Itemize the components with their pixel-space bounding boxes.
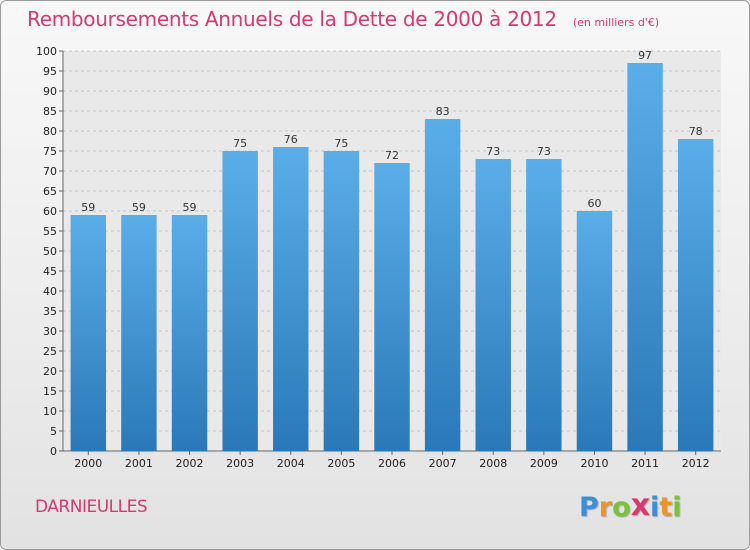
chart-title: Remboursements Annuels de la Dette de 20… — [27, 7, 659, 31]
value-label-2009: 73 — [537, 145, 551, 158]
x-tick-label-2004: 2004 — [277, 457, 305, 470]
chart-subtitle: (en milliers d'€) — [572, 16, 660, 29]
logo-letter: o — [612, 492, 631, 523]
value-label-2008: 73 — [486, 145, 500, 158]
value-label-2011: 97 — [638, 49, 652, 62]
y-tick-label: 55 — [43, 225, 57, 238]
logo-letter: r — [598, 492, 613, 523]
logo-letter: P — [579, 492, 599, 523]
logo-letter: x — [630, 488, 651, 523]
value-label-2001: 59 — [132, 201, 146, 214]
value-label-2000: 59 — [81, 201, 95, 214]
y-tick-label: 0 — [50, 445, 57, 458]
logo-letter: t — [659, 492, 673, 523]
x-tick-label-2001: 2001 — [125, 457, 153, 470]
x-tick-label-2006: 2006 — [378, 457, 406, 470]
y-tick-label: 30 — [43, 325, 57, 338]
value-label-2012: 78 — [689, 125, 703, 138]
y-tick-label: 100 — [36, 45, 57, 58]
x-tick-label-2002: 2002 — [176, 457, 204, 470]
x-tick-label-2012: 2012 — [682, 457, 710, 470]
x-tick-label-2010: 2010 — [580, 457, 608, 470]
x-tick-label-2009: 2009 — [530, 457, 558, 470]
logo-letter: i — [672, 492, 682, 523]
y-tick-label: 50 — [43, 245, 57, 258]
y-tick-label: 90 — [43, 85, 57, 98]
bar-2005 — [323, 151, 360, 451]
logo-letter: i — [650, 492, 660, 523]
x-tick-label-2005: 2005 — [327, 457, 355, 470]
x-tick-label-2011: 2011 — [631, 457, 659, 470]
y-tick-label: 85 — [43, 105, 57, 118]
y-tick-label: 25 — [43, 345, 57, 358]
bar-2008 — [475, 159, 511, 451]
x-tick-label-2008: 2008 — [479, 457, 507, 470]
y-tick-label: 95 — [43, 65, 57, 78]
y-tick-label: 35 — [43, 305, 57, 318]
y-tick-label: 5 — [50, 425, 57, 438]
value-label-2003: 75 — [233, 137, 247, 150]
y-tick-label: 75 — [43, 145, 57, 158]
y-tick-label: 60 — [43, 205, 57, 218]
y-tick-label: 65 — [43, 185, 57, 198]
x-tick-label-2000: 2000 — [74, 457, 102, 470]
bar-2003 — [222, 151, 258, 451]
bar-2004 — [273, 147, 309, 451]
bar-2012 — [677, 139, 714, 451]
value-label-2005: 75 — [334, 137, 348, 150]
value-label-2004: 76 — [284, 133, 298, 146]
chart-title-text: Remboursements Annuels de la Dette de 20… — [27, 7, 557, 31]
y-tick-label: 80 — [43, 125, 57, 138]
bar-2001 — [121, 215, 157, 451]
y-tick-label: 45 — [43, 265, 57, 278]
value-label-2007: 83 — [436, 105, 450, 118]
bar-2007 — [424, 119, 461, 451]
y-tick-label: 40 — [43, 285, 57, 298]
value-label-2006: 72 — [385, 149, 399, 162]
y-tick-label: 15 — [43, 385, 57, 398]
bar-2011 — [627, 63, 663, 451]
bar-2006 — [374, 163, 410, 451]
bar-2002 — [171, 215, 208, 451]
value-label-2010: 60 — [587, 197, 601, 210]
y-tick-label: 20 — [43, 365, 57, 378]
x-tick-label-2007: 2007 — [429, 457, 457, 470]
commune-name: DARNIEULLES — [35, 497, 148, 517]
x-tick-label-2003: 2003 — [226, 457, 254, 470]
value-label-2002: 59 — [183, 201, 197, 214]
bar-2010 — [576, 211, 613, 451]
bar-2000 — [70, 215, 107, 451]
y-tick-label: 10 — [43, 405, 57, 418]
y-tick-label: 70 — [43, 165, 57, 178]
bar-2009 — [526, 159, 562, 451]
